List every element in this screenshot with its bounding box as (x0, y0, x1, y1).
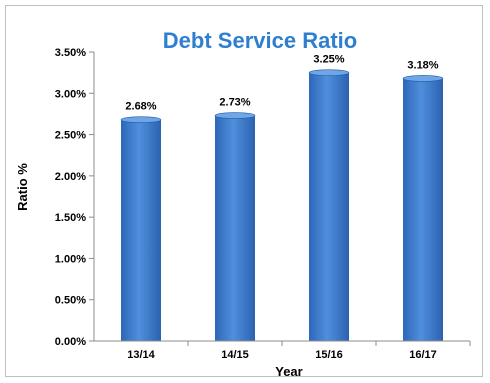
y-tick-label: 3.00% (55, 88, 86, 100)
data-label: 3.18% (407, 59, 438, 71)
bar-cap (402, 75, 444, 82)
y-tick-label: 3.50% (55, 47, 86, 59)
bar (403, 78, 443, 342)
data-label: 3.25% (313, 54, 344, 66)
x-tick-label: 15/16 (315, 349, 343, 361)
x-tick-label: 16/17 (409, 349, 437, 361)
y-tick-label: 2.50% (55, 130, 86, 142)
y-tick-label: 0.00% (55, 336, 86, 348)
y-axis: 0.00% 0.50% 1.00% 1.50% 2.00% 2.50% 3.00% 3.50% (55, 47, 95, 348)
y-axis-label: Ratio % (15, 163, 30, 211)
bar (215, 115, 255, 341)
data-label: 2.73% (219, 97, 250, 109)
x-tick-label: 14/15 (221, 349, 249, 361)
bars: 2.68% 2.73% 3.25% 3.18% (120, 54, 444, 342)
bar-cap (120, 116, 162, 124)
x-axis-label: Year (275, 364, 302, 379)
bar-cap (214, 112, 256, 119)
bar-cap (308, 69, 350, 76)
x-axis: 13/14 14/15 15/16 16/17 (94, 340, 471, 361)
y-tick-label: 0.50% (55, 295, 86, 307)
bar (309, 72, 349, 342)
bar (121, 119, 161, 341)
y-tick-label: 1.00% (55, 253, 86, 265)
y-tick-label: 1.50% (55, 212, 86, 224)
x-tick-label: 13/14 (127, 349, 155, 361)
y-tick-label: 2.00% (55, 171, 86, 183)
data-label: 2.68% (125, 101, 156, 113)
chart-title: Debt Service Ratio (163, 28, 357, 53)
